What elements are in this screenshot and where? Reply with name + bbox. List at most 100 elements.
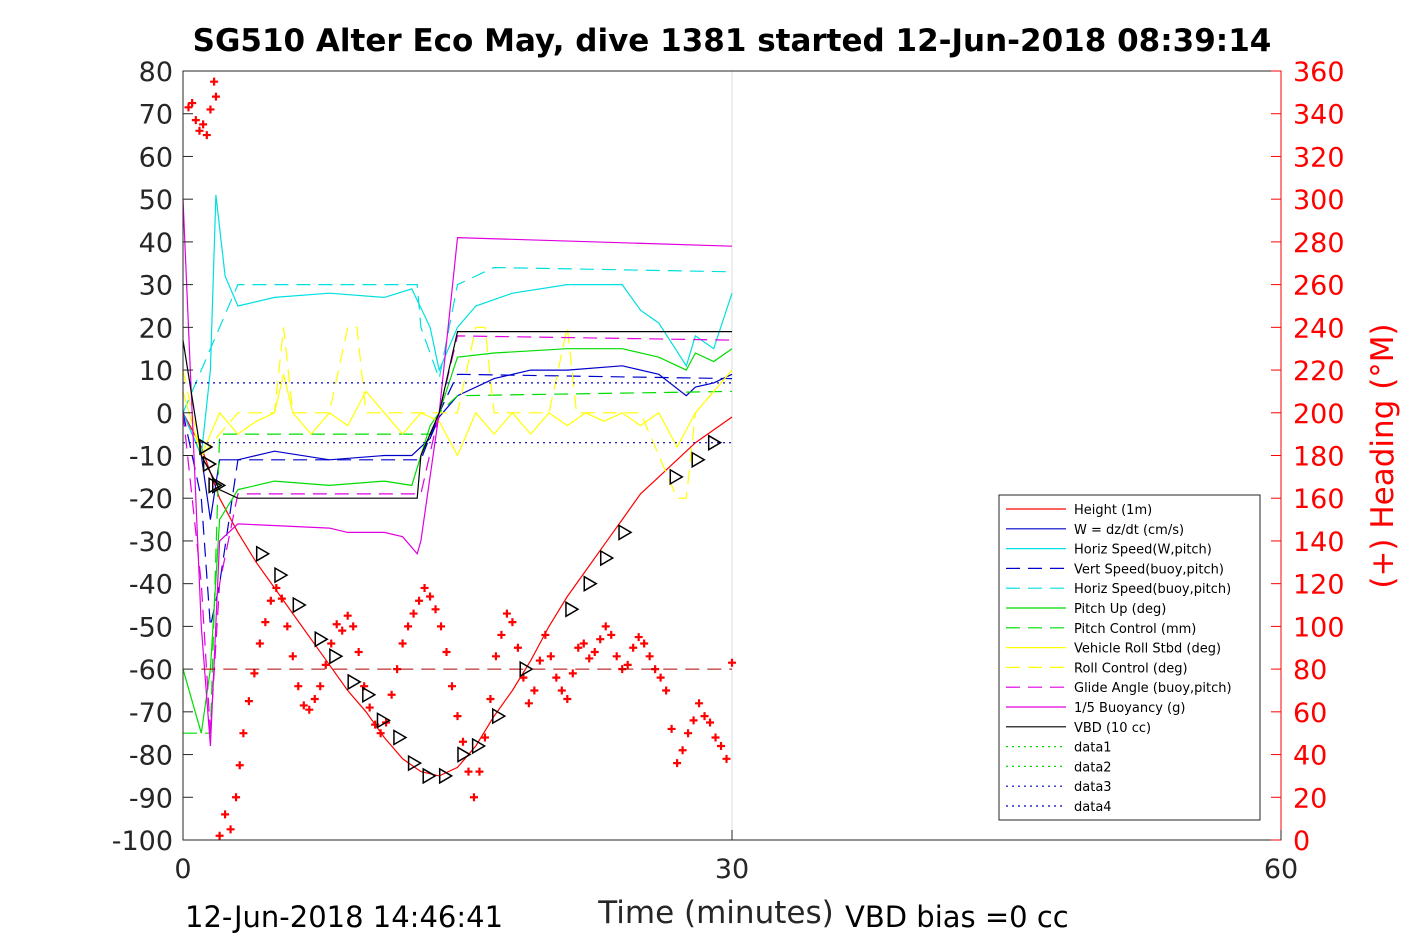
series-line-12 [182,331,732,499]
legend-label: 1/5 Buoyancy (g) [1074,701,1185,716]
heading-point [184,103,193,112]
triangle-marker [565,600,580,618]
heading-point [354,648,363,657]
heading-point [491,652,500,661]
triangle-marker [274,566,289,584]
x-axis: 0 30 60 [174,830,1298,885]
triangle-marker [255,545,271,563]
heading-point [404,622,413,631]
right-tick-label: 40 [1293,741,1327,772]
heading-point [332,620,341,629]
triangle-marker [376,712,391,729]
heading-point [343,611,352,620]
heading-point [202,131,211,140]
heading-point [541,630,550,639]
heading-point [398,639,407,648]
heading-point [601,622,610,631]
heading-point [294,682,303,691]
footer-vbd-bias: VBD bias =0 cc [845,900,1069,934]
left-tick-label: -40 [129,570,173,601]
right-axis: 3603403203002802602402202001801601401201… [1271,57,1345,857]
triangle-marker [618,524,633,541]
heading-point [634,633,643,642]
heading-point [607,630,616,639]
heading-point [629,643,638,652]
heading-point [673,759,682,768]
heading-point [612,652,621,661]
heading-point [722,754,731,763]
triangle-marker [393,729,408,746]
chart-title: SG510 Alter Eco May, dive 1381 started 1… [193,23,1272,59]
triangle-marker [492,707,507,725]
series-line-5 [182,266,733,414]
x-axis-label: Time (minutes) [597,895,833,931]
heading-point [239,729,248,738]
triangle-marker [707,434,723,451]
legend-label: W = dz/dt (cm/s) [1074,523,1184,538]
heading-point [563,695,572,704]
heading-point [288,652,297,661]
heading-point [206,105,215,114]
heading-point [199,120,208,129]
series-line-3 [182,194,733,458]
heading-point [585,654,594,663]
heading-point [546,652,555,661]
triangle-marker [669,468,684,486]
heading-point [321,660,330,669]
right-tick-label: 300 [1293,185,1345,216]
heading-point [283,622,292,631]
left-tick-label: 20 [139,313,173,344]
heading-point [415,596,424,605]
right-tick-label: 320 [1293,142,1345,173]
heading-point [568,669,577,678]
heading-point [464,767,473,776]
heading-point [420,583,429,592]
left-tick-label: 0 [156,399,173,430]
heading-point [409,609,418,618]
triangle-marker [599,549,615,567]
heading-point [717,742,726,751]
heading-point [480,733,489,742]
right-tick-label: 360 [1293,57,1345,88]
left-tick-label: -80 [129,741,173,772]
heading-point [221,810,230,819]
legend-label: Vehicle Roll Stbd (deg) [1074,642,1221,657]
left-tick-label: 10 [139,356,173,387]
heading-point [579,639,588,648]
heading-point [261,618,270,627]
triangle-marker [407,754,423,772]
heading-point [645,652,654,661]
heading-point [437,622,446,631]
heading-point [453,712,462,721]
left-tick-label: -50 [129,612,173,643]
heading-point [662,686,671,695]
heading-point [215,831,224,840]
heading-point [426,592,435,601]
series-line-8 [182,369,733,458]
heading-point [244,697,253,706]
triangle-marker [471,737,487,755]
legend-label: Pitch Up (deg) [1074,602,1166,617]
heading-point [338,626,347,635]
left-tick-label: 80 [139,57,173,88]
right-tick-label: 60 [1293,698,1327,729]
heading-point [667,724,676,733]
right-tick-label: 220 [1293,356,1345,387]
triangle-marker [457,746,472,763]
heading-point [387,690,396,699]
heading-point [349,622,358,631]
heading-point [590,648,599,657]
series-line-9 [182,326,733,499]
right-tick-label: 160 [1293,484,1345,515]
triangle-marker [519,660,534,678]
series-line-11 [182,199,733,747]
legend-label: Pitch Control (mm) [1074,622,1196,637]
heading-point [502,609,511,618]
heading-point [376,729,385,738]
triangle-marker [362,686,377,704]
heading-point [552,673,561,682]
triangle-marker [347,673,362,691]
legend-label: Vert Speed(buoy,pitch) [1074,562,1224,577]
heading-point [711,733,720,742]
left-tick-label: -90 [129,783,173,814]
